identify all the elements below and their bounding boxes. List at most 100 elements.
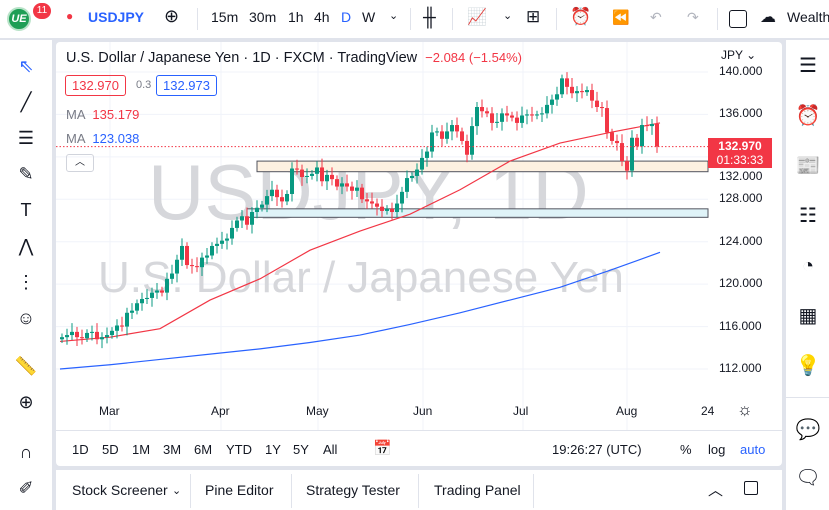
trendline-icon[interactable]: ╱ xyxy=(20,92,32,112)
symbol-search[interactable]: USDJPY xyxy=(88,9,145,25)
candle xyxy=(75,326,79,346)
currency-label: JPY xyxy=(721,48,743,62)
ideas-icon[interactable]: 💡 xyxy=(795,355,821,377)
candle xyxy=(495,113,499,128)
calendar-icon[interactable]: ▦ xyxy=(798,305,818,327)
prediction-icon[interactable]: ⋮ xyxy=(17,272,35,292)
pattern-icon[interactable]: ⋀ xyxy=(18,236,34,256)
candle-body xyxy=(140,298,144,304)
support-zone[interactable] xyxy=(246,208,709,218)
interval-15m[interactable]: 15m xyxy=(211,9,239,25)
candle-body xyxy=(645,125,649,127)
tab-strategy-tester[interactable]: Strategy Tester xyxy=(306,482,400,498)
candle-body xyxy=(320,167,324,182)
candle-body xyxy=(245,216,249,225)
cursor-icon[interactable]: ⇖ xyxy=(18,56,34,76)
candle-body xyxy=(190,265,194,267)
candle-body xyxy=(650,123,654,127)
tab-stock-screener[interactable]: Stock Screener xyxy=(72,482,168,498)
chat-icon-2[interactable]: 🗨 xyxy=(795,467,821,489)
wealth-label[interactable]: Wealth xyxy=(787,9,829,25)
alert-icon[interactable]: ⏰ xyxy=(570,7,592,26)
candle-body xyxy=(175,259,179,274)
candle xyxy=(445,122,449,144)
candle xyxy=(460,127,464,145)
add-symbol-icon[interactable]: ⊕ xyxy=(164,6,180,26)
candle xyxy=(385,205,389,215)
ma2-value: 123.038 xyxy=(92,131,140,146)
price-tick: 124.000 xyxy=(719,233,763,248)
currency-selector[interactable]: JPY ⌄ xyxy=(721,48,757,62)
indicators-icon[interactable]: 📈 xyxy=(467,9,487,26)
candle xyxy=(585,86,589,96)
chat-icon[interactable]: 💬 xyxy=(795,419,821,441)
collapse-legend-button[interactable]: ︿ xyxy=(66,154,94,172)
magnet-icon[interactable]: ∩ xyxy=(19,442,33,462)
buy-button[interactable]: 132.973 xyxy=(156,75,217,96)
candle-body xyxy=(315,167,319,174)
candle-body xyxy=(615,140,619,144)
watchlist-icon[interactable]: ☰ xyxy=(799,55,817,77)
price-chart[interactable]: USDJPY, 1D U.S. Dollar / Japanese Yen xyxy=(56,42,782,466)
layouts-icon[interactable]: ⊞ xyxy=(526,7,541,26)
interval-30m[interactable]: 30m xyxy=(249,9,277,25)
candle-body xyxy=(225,238,229,241)
interval-d[interactable]: D xyxy=(341,9,352,25)
brush-icon[interactable]: ✎ xyxy=(18,164,34,184)
sell-button[interactable]: 132.970 xyxy=(65,75,126,96)
cloud-icon[interactable]: ☁ xyxy=(760,9,776,26)
candle xyxy=(405,170,409,199)
zoom-icon[interactable]: ⊕ xyxy=(18,392,34,412)
maximize-panel-icon[interactable] xyxy=(744,481,758,495)
candle-body xyxy=(100,337,104,340)
candle xyxy=(165,272,169,301)
undo-icon[interactable]: ↶ xyxy=(650,9,662,25)
candle-body xyxy=(565,78,569,87)
candle xyxy=(145,289,149,304)
candle-body xyxy=(215,243,219,246)
emoji-icon[interactable]: ☺ xyxy=(16,308,36,328)
candle-body xyxy=(95,331,99,340)
interval-4h[interactable]: 4h xyxy=(314,9,330,25)
fullscreen-icon[interactable] xyxy=(729,10,747,28)
user-avatar[interactable]: UE xyxy=(7,7,31,31)
candle xyxy=(655,116,659,153)
resistance-zone[interactable] xyxy=(256,160,709,173)
tab-trading-panel[interactable]: Trading Panel xyxy=(434,482,521,498)
candle xyxy=(215,237,219,254)
chart-panel[interactable]: USDJPY, 1D U.S. Dollar / Japanese Yen U.… xyxy=(56,42,782,466)
screener-icon[interactable]: ☷ xyxy=(799,205,817,227)
tab-pine-editor[interactable]: Pine Editor xyxy=(205,482,274,498)
candle-body xyxy=(85,332,89,339)
interval-w[interactable]: W xyxy=(362,9,376,25)
settings-icon[interactable]: ☼ xyxy=(737,400,753,419)
candle-body xyxy=(130,310,134,313)
candles-icon[interactable]: ╫ xyxy=(423,7,436,27)
chevron-down-icon[interactable]: ⌄ xyxy=(172,485,182,497)
ruler-icon[interactable]: 📏 xyxy=(14,356,38,376)
candle-body xyxy=(205,255,209,258)
chevron-down-icon[interactable]: ⌄ xyxy=(389,10,399,22)
interval-1h[interactable]: 1h xyxy=(288,9,304,25)
news-icon[interactable]: 📰 xyxy=(795,155,821,177)
chevron-down-icon[interactable]: ⌄ xyxy=(503,10,513,22)
top-toolbar: UE 11 ● USDJPY ⊕ 15m 30m 1h 4h D W ⌄ ╫ 📈… xyxy=(0,0,829,38)
candle xyxy=(480,99,484,118)
price-tick: 140.000 xyxy=(719,64,763,78)
text-icon[interactable]: T xyxy=(20,200,32,220)
candle xyxy=(455,117,459,138)
candle xyxy=(310,170,314,180)
lock-drawing-icon[interactable]: ✐ xyxy=(18,478,34,498)
fib-icon[interactable]: ☰ xyxy=(17,128,35,148)
collapse-panel-icon[interactable]: ︿ xyxy=(708,482,724,499)
redo-icon[interactable]: ↷ xyxy=(687,9,699,25)
candle-body xyxy=(135,303,139,311)
replay-icon[interactable]: ⏪ xyxy=(612,9,630,25)
candle xyxy=(440,125,444,147)
alarm-icon[interactable]: ⏰ xyxy=(795,105,821,127)
candle xyxy=(245,207,249,230)
hotlist-icon[interactable]: ◔ xyxy=(801,255,815,277)
candle-body xyxy=(180,245,184,260)
chart-title: U.S. Dollar / Japanese Yen · 1D · FXCM ·… xyxy=(66,50,418,66)
price-tick: 136.000 xyxy=(719,106,763,121)
